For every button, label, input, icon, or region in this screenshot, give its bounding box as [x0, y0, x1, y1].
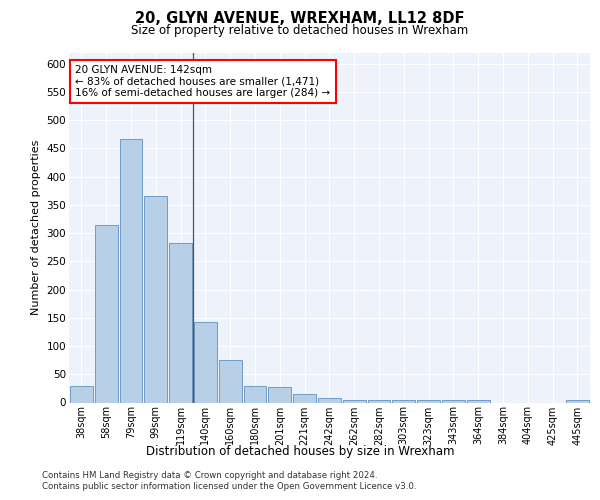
Text: Size of property relative to detached houses in Wrexham: Size of property relative to detached ho…: [131, 24, 469, 37]
Bar: [343, 400, 365, 402]
Bar: [392, 400, 415, 402]
Bar: [145, 196, 167, 402]
Bar: [417, 400, 440, 402]
Bar: [566, 400, 589, 402]
Bar: [244, 386, 266, 402]
Bar: [442, 400, 465, 402]
Bar: [219, 360, 242, 403]
Bar: [119, 139, 142, 402]
Bar: [95, 224, 118, 402]
Y-axis label: Number of detached properties: Number of detached properties: [31, 140, 41, 315]
Text: Distribution of detached houses by size in Wrexham: Distribution of detached houses by size …: [146, 445, 454, 458]
Text: Contains HM Land Registry data © Crown copyright and database right 2024.: Contains HM Land Registry data © Crown c…: [42, 471, 377, 480]
Text: Contains public sector information licensed under the Open Government Licence v3: Contains public sector information licen…: [42, 482, 416, 491]
Bar: [293, 394, 316, 402]
Bar: [318, 398, 341, 402]
Bar: [368, 400, 391, 402]
Bar: [467, 400, 490, 402]
Text: 20, GLYN AVENUE, WREXHAM, LL12 8DF: 20, GLYN AVENUE, WREXHAM, LL12 8DF: [135, 11, 465, 26]
Text: 20 GLYN AVENUE: 142sqm
← 83% of detached houses are smaller (1,471)
16% of semi-: 20 GLYN AVENUE: 142sqm ← 83% of detached…: [75, 64, 331, 98]
Bar: [268, 388, 291, 402]
Bar: [169, 242, 192, 402]
Bar: [70, 386, 93, 402]
Bar: [194, 322, 217, 402]
